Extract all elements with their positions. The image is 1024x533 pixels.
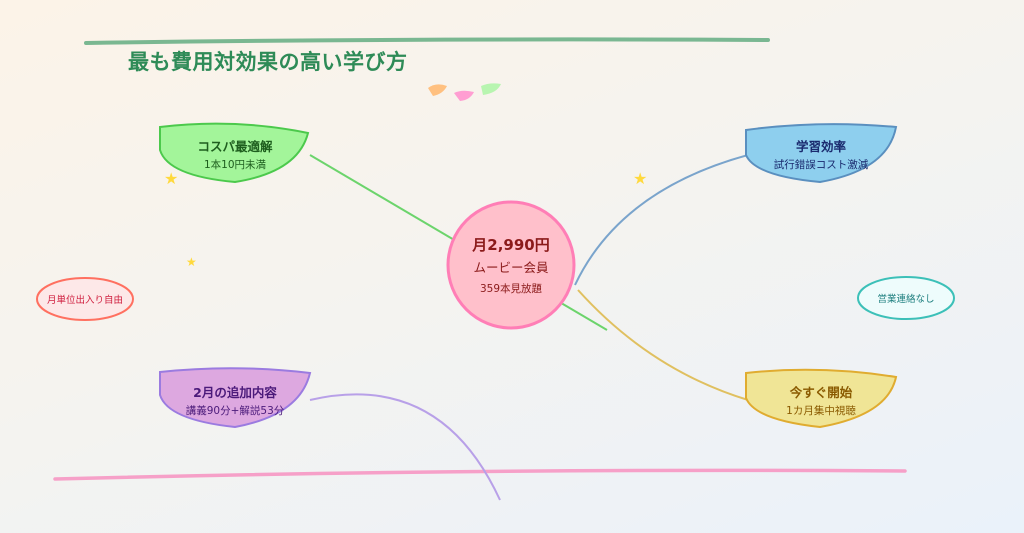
tag-monthly-freedom: 月単位出入り自由	[46, 295, 123, 306]
node-subtitle: 試行錯誤コスト激減	[773, 159, 869, 171]
node-learning-efficiency: 学習効率 試行錯誤コスト激減	[746, 136, 896, 172]
node-title: コスパ最適解	[197, 139, 273, 154]
petal-pink	[454, 90, 474, 101]
connector-yellow	[577, 289, 749, 401]
center-price: 月2,990円	[472, 236, 550, 254]
top-rule	[84, 37, 770, 45]
connector-blue	[574, 154, 749, 286]
node-shape-purple	[159, 367, 312, 429]
node-subtitle: 1本10円未満	[203, 159, 267, 171]
connector-purple	[309, 393, 501, 501]
node-cost-performance: コスパ最適解 1本10円未満	[160, 136, 310, 172]
petal-orange	[428, 84, 447, 96]
petals-decoration	[428, 83, 501, 101]
node-title: 今すぐ開始	[789, 385, 853, 400]
star-icon: ★	[164, 169, 178, 188]
node-shape-yellow	[745, 368, 898, 429]
petal-green	[481, 83, 501, 95]
node-title: 学習効率	[795, 139, 846, 154]
center-catalog: 359本見放題	[479, 283, 543, 295]
center-node: 月2,990円 ムービー会員 359本見放題	[447, 201, 575, 329]
node-february-additions: 2月の追加内容 講義90分+解説53分	[160, 382, 310, 418]
node-start-now: 今すぐ開始 1カ月集中視聴	[746, 382, 896, 418]
center-circle	[446, 200, 576, 330]
node-shape-green	[159, 122, 310, 184]
tag-no-sales-contact: 営業連絡なし	[877, 294, 935, 305]
node-title: 2月の追加内容	[193, 385, 277, 400]
tag-shape-right	[857, 276, 955, 320]
star-icon: ★	[186, 255, 197, 269]
node-subtitle: 1カ月集中視聴	[786, 405, 856, 417]
page-title: 最も費用対効果の高い学び方	[128, 50, 408, 74]
star-icon: ★	[633, 169, 647, 188]
node-shape-blue	[745, 123, 898, 184]
tag-shape-left	[36, 277, 134, 321]
bottom-rule	[53, 468, 907, 481]
center-plan: ムービー会員	[473, 260, 549, 275]
node-subtitle: 講義90分+解説53分	[185, 405, 285, 417]
